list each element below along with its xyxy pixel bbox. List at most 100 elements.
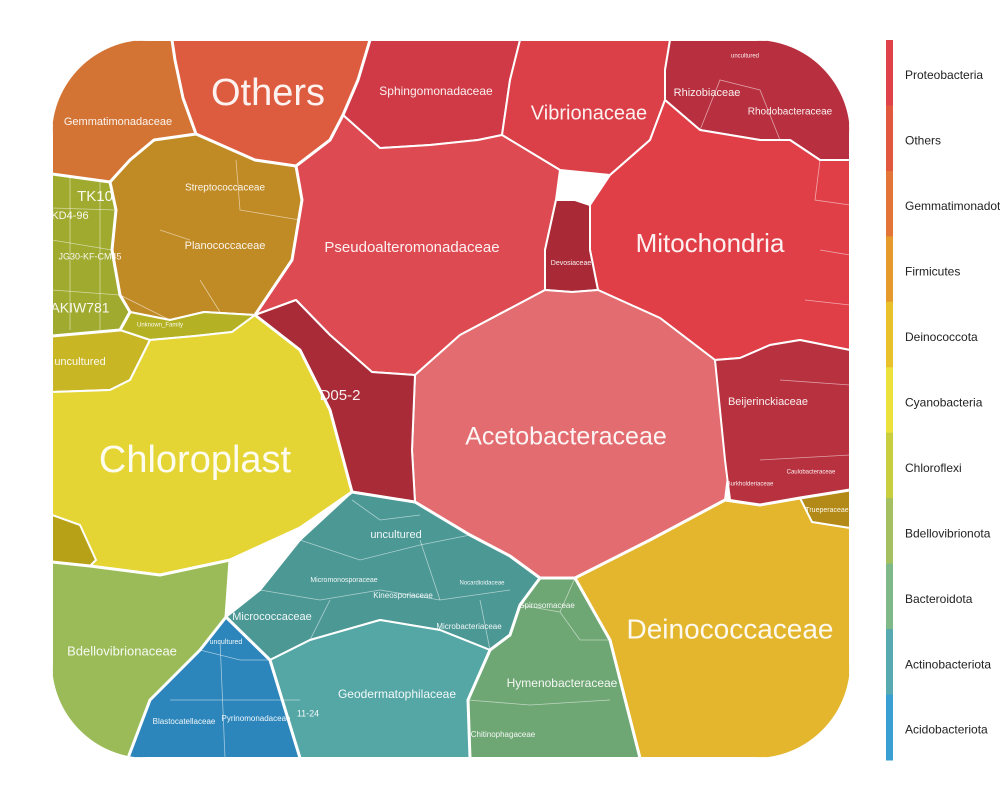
cell-label-burkholderiaceae: Burkholderiaceae	[727, 482, 774, 488]
cell-label-tk10: TK10	[77, 188, 113, 205]
legend-swatch	[886, 367, 893, 434]
subcell-border	[235, 159, 301, 221]
cell-label-acido-11-24: 11-24	[297, 708, 319, 718]
subcell-border	[419, 539, 441, 601]
cell-label-mitochondria: Mitochondria	[636, 228, 785, 258]
subcell-border	[479, 599, 491, 651]
cell-label-chloroplast: Chloroplast	[99, 439, 292, 481]
cell-label-gemmatimonadaceae: Gemmatimonadaceae	[64, 116, 172, 128]
cell-label-streptococcaceae: Streptococcaceae	[185, 183, 265, 194]
legend-label: Proteobacteria	[905, 68, 983, 82]
legend-swatch	[886, 694, 893, 761]
phylum-border	[224, 559, 302, 758]
subcell-border	[199, 279, 221, 313]
legend-label: Chloroflexi	[905, 461, 962, 475]
legend-label: Acidobacteriota	[905, 723, 988, 737]
cell-label-jg30: JG30-KF-CM45	[58, 251, 121, 261]
cell-label-bdellovibrionaceae: Bdellovibrionaceae	[67, 643, 177, 658]
cell-label-others: Others	[211, 72, 325, 114]
subcell-border	[699, 79, 781, 141]
subcell-border	[759, 454, 850, 461]
cell-label-pseudoalteromonadaceae: Pseudoalteromonadaceae	[324, 239, 499, 256]
cell-label-devosiaceae: Devosiaceae	[551, 260, 592, 267]
legend-swatch	[886, 432, 893, 499]
phylum-border	[52, 165, 354, 577]
cell-label-unknown-family: Unknown_Family	[137, 323, 183, 329]
subcell-border	[309, 599, 331, 641]
subcell-border	[199, 649, 270, 661]
subcell-border	[52, 207, 117, 211]
cell-label-uncultured-acido: uncultured	[210, 639, 243, 646]
phylum-border	[170, 40, 372, 168]
cell-label-microbacteriaceae: Microbacteriaceae	[436, 622, 502, 631]
legend-swatch	[886, 498, 893, 565]
cell-label-uncultured-cyano: uncultured	[54, 356, 105, 368]
cell-label-kineosporiaceae: Kineosporiaceae	[373, 591, 433, 600]
cell-label-vibrionaceae: Vibrionaceae	[531, 102, 647, 124]
cell-devosiaceae	[544, 199, 599, 293]
subcell-border	[467, 699, 611, 706]
legend-label: Bdellovibrionota	[905, 526, 991, 540]
subcell-border	[351, 499, 421, 521]
cell-label-micrococcaceae: Micrococcaceae	[232, 611, 311, 623]
legend-label: Firmicutes	[905, 265, 960, 279]
cell-beijerinckiaceae	[714, 339, 850, 506]
cell-label-beijerinckiaceae: Beijerinckiaceae	[728, 396, 808, 408]
legend-swatch	[886, 629, 893, 696]
cell-label-pyrinomonadaceae: Pyrinomonadaceae	[222, 714, 291, 723]
subcell-border	[299, 534, 471, 561]
subcell-border	[804, 299, 850, 306]
cell-label-sphingomonadaceae: Sphingomonadaceae	[379, 84, 493, 98]
legend-swatch	[886, 301, 893, 368]
phylum-border	[108, 132, 197, 184]
cell-label-caulobacteraceae: Caulobacteraceae	[787, 470, 836, 476]
subcell-border	[779, 379, 850, 386]
legend-label: Gemmatimonadota	[905, 199, 1000, 213]
cell-label-rhodobacteraceae: Rhodobacteraceae	[748, 107, 833, 118]
subcell-border	[371, 371, 416, 376]
cell-label-nocardioidaceae: Nocardioidaceae	[459, 581, 505, 587]
phylum-border	[52, 172, 132, 338]
phylum-border	[351, 490, 541, 580]
legend-swatch	[886, 170, 893, 237]
treemap-labels: Others Gemmatimonadaceae Streptococcaceae P…	[50, 54, 849, 740]
subcell-border	[819, 249, 850, 256]
legend-swatch	[886, 236, 893, 303]
cell-label-kd4-96: KD4-96	[51, 210, 88, 222]
cell-label-uncultured-actino: uncultured	[370, 529, 421, 541]
cell-label-micromonosporaceae: Micromonosporaceae	[310, 577, 377, 584]
phylum-border	[466, 577, 542, 758]
legend-label: Bacteroidota	[905, 592, 973, 606]
cell-label-chitinophagaceae: Chitinophagaceae	[471, 730, 536, 739]
cell-label-deinococcaceae: Deinococcaceae	[626, 613, 833, 644]
cell-label-trueperaceae: Trueperaceae	[805, 507, 848, 514]
legend-label: Cyanobacteria	[905, 395, 983, 409]
subcell-border	[52, 289, 121, 296]
subcell-border	[52, 239, 113, 251]
subcell-border	[814, 159, 850, 206]
subcell-border	[119, 294, 171, 321]
cell-label-d05-2: D05-2	[320, 387, 361, 404]
subcell-border	[259, 589, 511, 601]
cell-label-acetobacteraceae: Acetobacteraceae	[465, 423, 667, 451]
phylum-border	[126, 616, 228, 758]
cell-label-akiw781: AKIW781	[50, 300, 109, 316]
subcell-border	[219, 639, 226, 758]
treemap-cells	[52, 40, 850, 758]
phylum-border	[573, 577, 642, 758]
legend-swatch	[886, 105, 893, 172]
subcell-border	[159, 229, 191, 241]
subcell-border	[329, 334, 373, 373]
cell-label-planococcaceae: Planococcaceae	[185, 240, 266, 252]
legend-label: Deinococcota	[905, 330, 978, 344]
legend-swatch	[886, 563, 893, 630]
cell-label-hymenobacteraceae: Hymenobacteraceae	[507, 676, 618, 690]
cell-label-geodermatophilaceae: Geodermatophilaceae	[338, 687, 456, 701]
cell-label-rhizobiaceae: Rhizobiaceae	[674, 87, 741, 99]
cell-label-uncultured-top: uncultured	[731, 54, 759, 60]
legend-swatch	[886, 40, 893, 106]
cell-label-blastocatellaceae: Blastocatellaceae	[153, 717, 216, 726]
legend: Proteobacteria Others Gemmatimonadota Firmi…	[886, 40, 1000, 761]
cell-label-spirosomaceae: Spirosomaceae	[519, 601, 575, 610]
